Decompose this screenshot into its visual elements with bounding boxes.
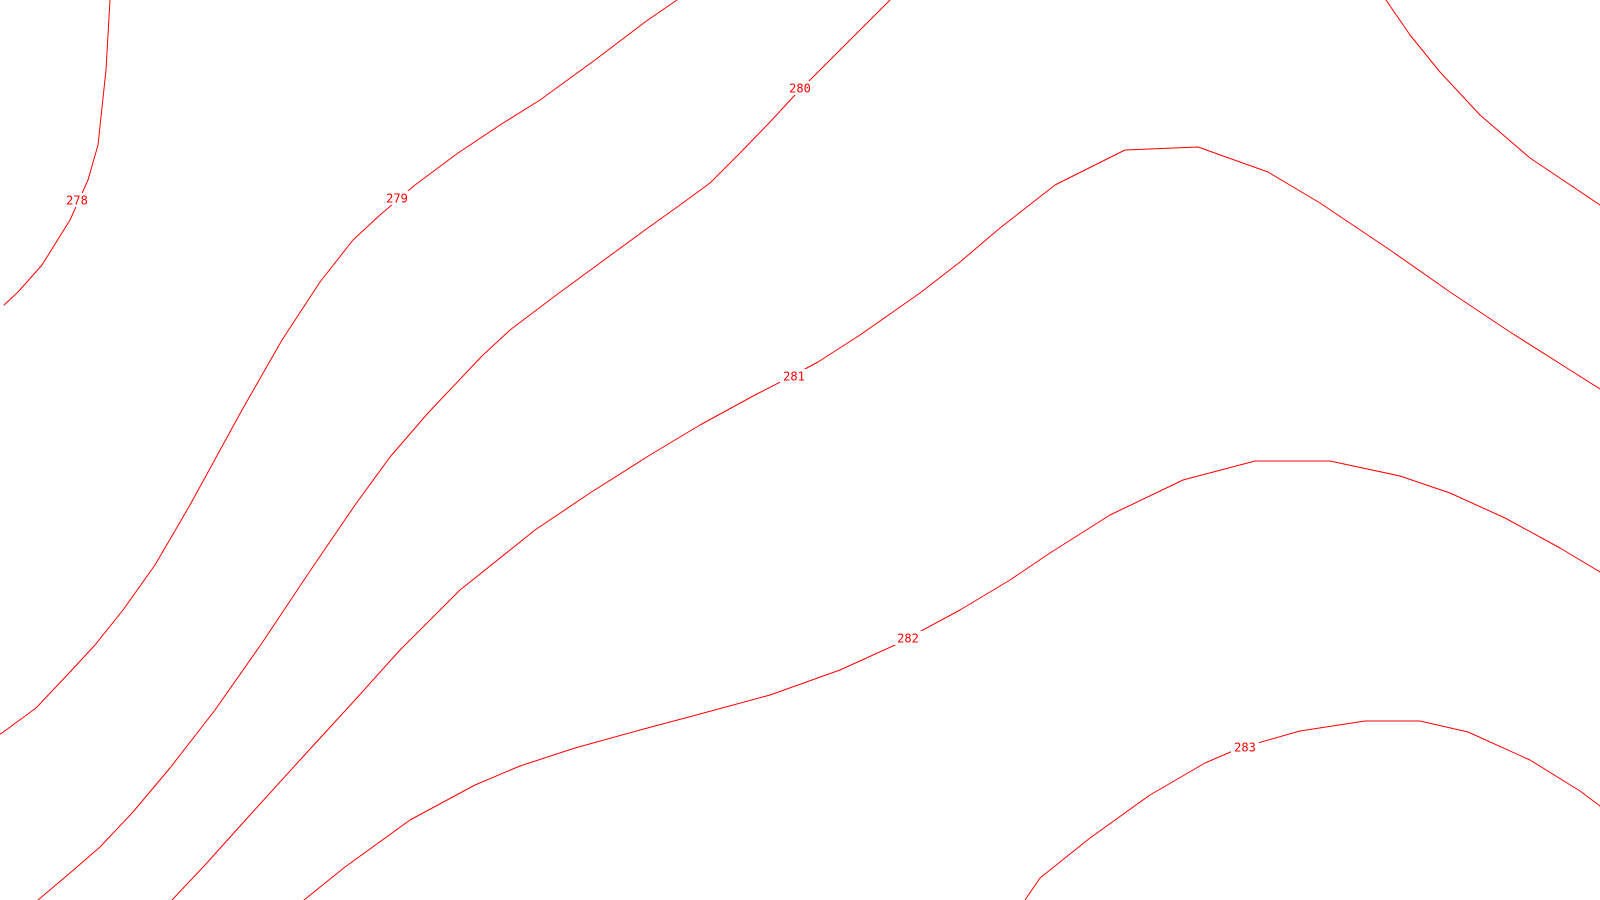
contour-line-279-lower xyxy=(0,733,2,734)
contour-line-279 xyxy=(2,0,677,733)
contour-line-281-ne xyxy=(1386,0,1600,205)
contour-line-283 xyxy=(1025,721,1600,900)
contour-label-283: 283 xyxy=(1234,741,1256,755)
contour-label-281: 281 xyxy=(783,370,805,384)
contour-line-278 xyxy=(4,0,110,305)
contour-line-282 xyxy=(304,461,1600,900)
contour-283: 283 xyxy=(1025,721,1600,900)
contour-label-279: 279 xyxy=(386,192,408,206)
contour-282: 282 xyxy=(304,461,1600,900)
contour-label-282: 282 xyxy=(897,632,919,646)
contour-label-278: 278 xyxy=(66,194,88,208)
contour-281-ne xyxy=(1386,0,1600,205)
contour-line-280-b xyxy=(172,147,1600,900)
contour-label-280: 280 xyxy=(789,82,811,96)
contour-line-279-b xyxy=(38,0,890,900)
contour-278: 278 xyxy=(4,0,110,305)
contour-279: 279 xyxy=(0,0,890,900)
